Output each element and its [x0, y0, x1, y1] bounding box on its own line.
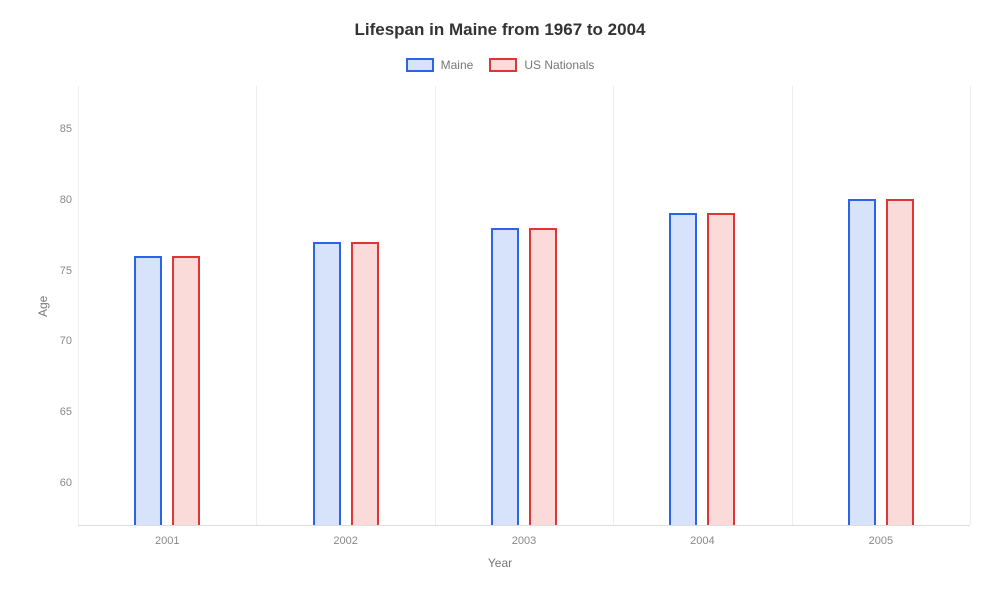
y-tick-label: 85	[60, 123, 72, 135]
v-gridline	[78, 86, 79, 525]
legend-item-us-nationals[interactable]: US Nationals	[489, 58, 594, 72]
bar[interactable]	[707, 213, 735, 525]
bar[interactable]	[848, 199, 876, 525]
legend-label: US Nationals	[524, 58, 594, 72]
y-tick-label: 60	[60, 477, 72, 489]
bar-group: 2003	[435, 86, 613, 525]
x-tick-label: 2004	[690, 535, 714, 547]
x-tick-label: 2001	[155, 535, 179, 547]
bar-groups: 20012002200320042005	[78, 86, 970, 525]
legend: Maine US Nationals	[30, 58, 970, 72]
y-tick-label: 65	[60, 406, 72, 418]
y-axis-label: Age	[30, 86, 50, 526]
legend-swatch-icon	[406, 58, 434, 72]
v-gridline	[613, 86, 614, 525]
v-gridline	[970, 86, 971, 525]
y-tick-label: 80	[60, 194, 72, 206]
bar[interactable]	[313, 242, 341, 525]
bar[interactable]	[172, 256, 200, 525]
chart-title: Lifespan in Maine from 1967 to 2004	[30, 20, 970, 40]
legend-swatch-icon	[489, 58, 517, 72]
plot: 20012002200320042005	[78, 86, 970, 526]
bar[interactable]	[669, 213, 697, 525]
bar[interactable]	[351, 242, 379, 525]
y-ticks: 60 65 70 75 80 85	[50, 86, 78, 526]
plot-area: Age 60 65 70 75 80 85 20012002200320042005	[30, 86, 970, 526]
v-gridline	[435, 86, 436, 525]
bar-group: 2005	[792, 86, 970, 525]
bar-group: 2002	[256, 86, 434, 525]
x-tick-label: 2003	[512, 535, 536, 547]
x-tick-label: 2002	[333, 535, 357, 547]
legend-item-maine[interactable]: Maine	[406, 58, 474, 72]
x-axis-label: Year	[30, 556, 970, 570]
chart-container: Lifespan in Maine from 1967 to 2004 Main…	[0, 0, 1000, 600]
y-tick-label: 70	[60, 335, 72, 347]
bar[interactable]	[491, 228, 519, 525]
bar[interactable]	[886, 199, 914, 525]
v-gridline	[256, 86, 257, 525]
x-tick-label: 2005	[869, 535, 893, 547]
bar[interactable]	[134, 256, 162, 525]
legend-label: Maine	[441, 58, 474, 72]
v-gridline	[792, 86, 793, 525]
bar[interactable]	[529, 228, 557, 525]
bar-group: 2004	[613, 86, 791, 525]
bar-group: 2001	[78, 86, 256, 525]
y-tick-label: 75	[60, 265, 72, 277]
